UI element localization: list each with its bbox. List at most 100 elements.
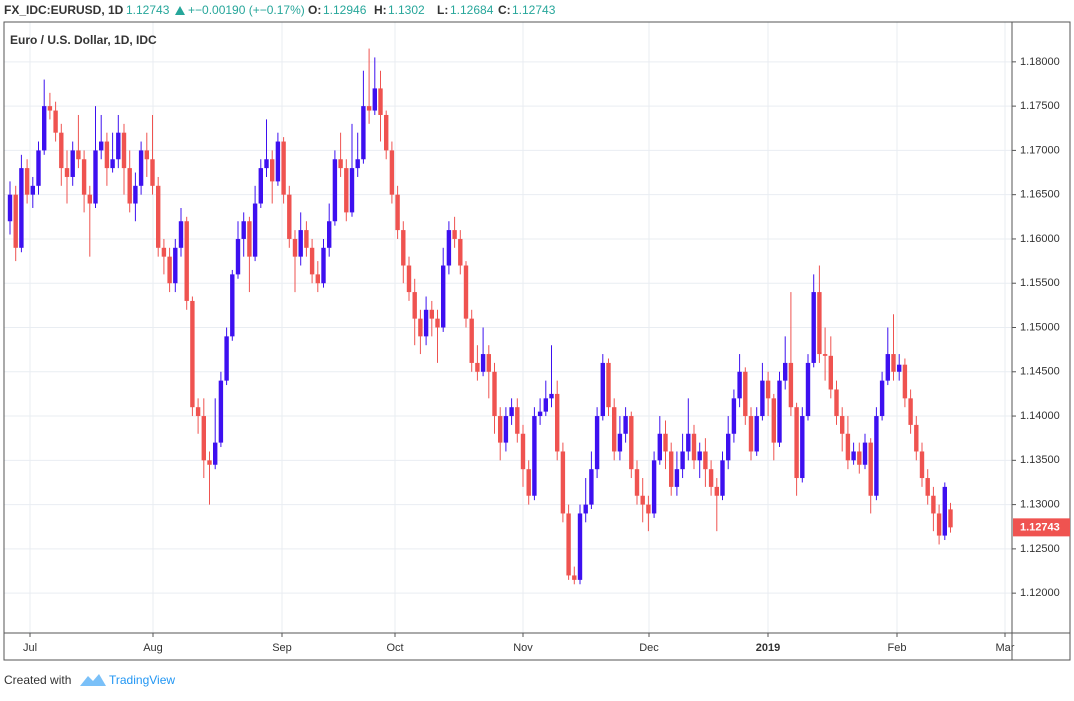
header-symbol: FX_IDC:EURUSD, 1D bbox=[4, 3, 124, 17]
header-low: 1.12684 bbox=[450, 3, 494, 17]
candle-body bbox=[275, 141, 281, 182]
candle-body bbox=[70, 150, 75, 177]
candle-body bbox=[42, 106, 47, 151]
y-tick-label: 1.13000 bbox=[1020, 499, 1060, 511]
candle-body bbox=[817, 292, 822, 355]
candle-body bbox=[121, 132, 127, 169]
candle-body bbox=[446, 230, 452, 266]
candle-body bbox=[247, 221, 252, 257]
price-tag bbox=[1013, 518, 1070, 537]
candle-body bbox=[862, 442, 868, 465]
candle-body bbox=[287, 194, 292, 239]
candle-body bbox=[583, 504, 588, 514]
candle-body bbox=[515, 407, 520, 434]
candle-body bbox=[304, 230, 309, 248]
candle-body bbox=[737, 371, 742, 399]
y-tick-label: 1.17000 bbox=[1020, 144, 1060, 156]
candle-body bbox=[423, 309, 429, 337]
x-tick-label: Dec bbox=[639, 642, 659, 654]
candle-body bbox=[190, 300, 195, 408]
candle-body bbox=[486, 354, 491, 372]
candle-body bbox=[634, 469, 640, 496]
y-tick-label: 1.13500 bbox=[1020, 454, 1060, 466]
candle-body bbox=[298, 230, 303, 257]
candle-body bbox=[840, 416, 845, 434]
candle-body bbox=[104, 141, 110, 169]
x-tick-label: Oct bbox=[386, 642, 403, 654]
candle-body bbox=[914, 424, 919, 452]
candle-body bbox=[532, 416, 537, 496]
candle-body bbox=[59, 132, 64, 169]
candle-body bbox=[47, 106, 53, 111]
candle-body bbox=[480, 354, 486, 372]
candle-body bbox=[555, 393, 560, 452]
candle-body bbox=[908, 398, 913, 425]
candle-body bbox=[589, 469, 594, 505]
x-tick-label: Jul bbox=[23, 642, 37, 654]
candle-body bbox=[349, 168, 355, 213]
candle-body bbox=[822, 354, 828, 356]
candle-body bbox=[572, 575, 577, 580]
candle-body bbox=[30, 185, 35, 195]
candle-body bbox=[87, 194, 92, 204]
candle-body bbox=[309, 247, 315, 275]
candle-body bbox=[184, 221, 189, 301]
candle-body bbox=[344, 168, 349, 213]
candle-body bbox=[680, 451, 685, 470]
header-open: 1.12946 bbox=[323, 3, 367, 17]
candle-body bbox=[777, 380, 782, 443]
x-tick-label: Feb bbox=[888, 642, 907, 654]
candle-body bbox=[258, 168, 263, 204]
candle-body bbox=[845, 433, 851, 461]
x-tick-label: Sep bbox=[272, 642, 292, 654]
candle-body bbox=[156, 185, 161, 248]
candle-body bbox=[697, 451, 702, 461]
candle-body bbox=[435, 318, 440, 328]
candle-body bbox=[99, 141, 104, 151]
candle-body bbox=[332, 159, 338, 222]
candle-body bbox=[800, 416, 805, 479]
candle-body bbox=[726, 433, 731, 461]
candle-body bbox=[270, 159, 275, 182]
candle-body bbox=[720, 460, 725, 496]
candle-body bbox=[264, 159, 269, 169]
candle-body bbox=[93, 150, 98, 204]
candle-body bbox=[173, 247, 178, 284]
candle-body bbox=[919, 451, 925, 479]
candle-body bbox=[543, 398, 548, 412]
candle-body bbox=[902, 364, 908, 399]
tradingview-logo bbox=[80, 674, 106, 686]
candle-body bbox=[834, 389, 839, 417]
header-l-label: L: bbox=[437, 3, 448, 17]
candle-body bbox=[418, 318, 423, 337]
candle-body bbox=[537, 411, 543, 417]
y-tick-label: 1.12000 bbox=[1020, 587, 1060, 599]
candle-body bbox=[783, 362, 788, 381]
candle-body bbox=[161, 247, 167, 257]
candle-body bbox=[389, 150, 395, 195]
candle-body bbox=[691, 433, 697, 461]
candle-body bbox=[76, 150, 81, 160]
x-tick-label: Aug bbox=[143, 642, 163, 654]
price-tag-label: 1.12743 bbox=[1020, 521, 1060, 533]
candle-body bbox=[748, 416, 754, 452]
y-tick-label: 1.17500 bbox=[1020, 100, 1060, 112]
header-change: +−0.00190 (+−0.17%) bbox=[188, 3, 305, 17]
axes: 1.12000 1.12500 1.13000 1.13500 1.14000 1.145… bbox=[23, 56, 1070, 654]
candle-body bbox=[384, 114, 389, 151]
candle-body bbox=[361, 106, 366, 160]
footer-brand[interactable]: TradingView bbox=[109, 673, 175, 687]
candle-body bbox=[53, 110, 58, 133]
candle-body bbox=[178, 221, 184, 248]
candle-body bbox=[760, 380, 765, 417]
header-o-label: O: bbox=[308, 3, 321, 17]
y-tick-label: 1.16000 bbox=[1020, 233, 1060, 245]
candle-body bbox=[897, 364, 902, 372]
candle-body bbox=[577, 513, 583, 580]
candle-body bbox=[224, 336, 229, 381]
header-high: 1.1302 bbox=[388, 3, 425, 17]
candle-body bbox=[366, 106, 372, 111]
chart-frame bbox=[3, 21, 1071, 661]
